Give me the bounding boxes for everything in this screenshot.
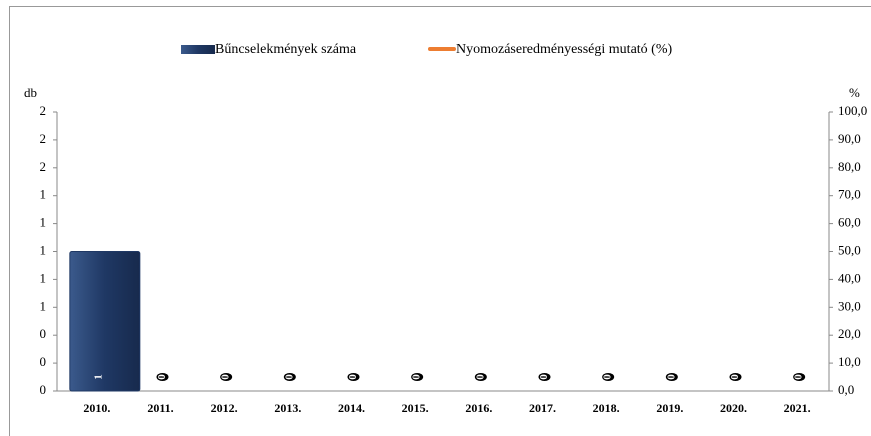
y-tick-label: 0 <box>40 382 47 397</box>
y-axis-label: db <box>24 85 37 100</box>
data-label: 0 <box>602 374 614 380</box>
x-tick-label: 2014. <box>338 401 365 415</box>
data-label: 0 <box>347 374 359 380</box>
x-tick-label: 2021. <box>784 401 811 415</box>
data-label: 0 <box>220 374 232 380</box>
x-tick-label: 2010. <box>83 401 110 415</box>
y2-tick-label: 70,0 <box>838 187 861 202</box>
y-tick-label: 2 <box>40 131 47 146</box>
label-bg <box>411 373 424 381</box>
label-bg <box>665 373 678 381</box>
label-bg <box>283 373 296 381</box>
y2-tick-label: 40,0 <box>838 270 861 285</box>
label-bg <box>474 373 487 381</box>
y2-tick-label: 30,0 <box>838 298 861 313</box>
x-tick-label: 2019. <box>656 401 683 415</box>
y2-tick-label: 80,0 <box>838 159 861 174</box>
data-label: 0 <box>665 374 677 380</box>
data-label: 0 <box>474 374 486 380</box>
y2-tick-label: 10,0 <box>838 354 861 369</box>
y-tick-label: 2 <box>40 103 47 118</box>
data-label: 0 <box>411 374 423 380</box>
y-tick-label: 1 <box>40 215 47 230</box>
label-bg <box>793 373 806 381</box>
y-tick-label: 1 <box>40 187 47 202</box>
x-tick-label: 2015. <box>402 401 429 415</box>
legend-label: Bűncselekmények száma <box>215 42 357 57</box>
y2-tick-label: 20,0 <box>838 326 861 341</box>
data-label: 0 <box>156 374 168 380</box>
x-tick-label: 2012. <box>211 401 238 415</box>
x-tick-label: 2020. <box>720 401 747 415</box>
x-tick-label: 2011. <box>147 401 173 415</box>
y-tick-label: 1 <box>40 242 47 257</box>
y-tick-label: 0 <box>40 354 47 369</box>
x-tick-label: 2017. <box>529 401 556 415</box>
label-bg <box>729 373 742 381</box>
legend-label: Nyomozáseredményességi mutató (%) <box>456 42 672 57</box>
legend-swatch <box>428 47 456 51</box>
data-label: 0 <box>538 374 550 380</box>
y-tick-label: 0 <box>40 326 47 341</box>
y-tick-label: 1 <box>40 270 47 285</box>
y2-tick-label: 0,0 <box>838 382 854 397</box>
y-tick-label: 2 <box>40 159 47 174</box>
label-bg <box>602 373 615 381</box>
data-label: 0 <box>729 374 741 380</box>
y2-tick-label: 50,0 <box>838 242 861 257</box>
x-tick-label: 2013. <box>274 401 301 415</box>
y2-tick-label: 100,0 <box>838 103 867 118</box>
y-tick-label: 1 <box>40 298 47 313</box>
label-bg <box>347 373 360 381</box>
data-label: 1 <box>92 374 104 380</box>
legend-swatch <box>181 45 215 54</box>
x-tick-label: 2018. <box>593 401 620 415</box>
y2-axis-label: % <box>849 85 860 100</box>
y2-tick-label: 90,0 <box>838 131 861 146</box>
data-label: 0 <box>793 374 805 380</box>
label-bg <box>220 373 233 381</box>
bar <box>69 251 141 392</box>
label-bg <box>156 373 169 381</box>
x-tick-label: 2016. <box>465 401 492 415</box>
y2-tick-label: 60,0 <box>838 215 861 230</box>
data-label: 0 <box>283 374 295 380</box>
label-bg <box>538 373 551 381</box>
